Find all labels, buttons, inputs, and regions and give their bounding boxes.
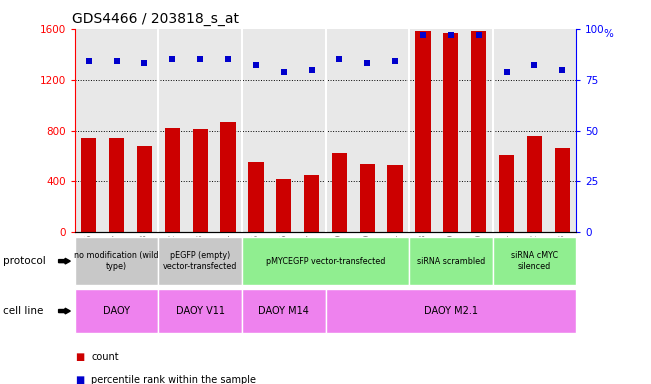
Point [529, 62, 540, 68]
Bar [555, 148, 570, 232]
Bar [409, 237, 493, 285]
Point [501, 68, 512, 74]
Text: cell line: cell line [3, 306, 44, 316]
Point [195, 56, 206, 62]
Bar [221, 122, 236, 232]
Bar [387, 165, 403, 232]
Bar [499, 155, 514, 232]
Bar [332, 154, 347, 232]
Bar [158, 237, 242, 285]
Bar [137, 146, 152, 232]
Bar [81, 138, 96, 232]
Point [223, 56, 233, 62]
Text: count: count [91, 352, 118, 362]
Point [111, 58, 122, 65]
Bar [242, 289, 326, 333]
Point [307, 66, 317, 73]
Bar [248, 162, 264, 232]
Point [139, 60, 150, 66]
Text: %: % [603, 29, 614, 39]
Text: DAOY V11: DAOY V11 [176, 306, 225, 316]
Bar [471, 31, 486, 232]
Bar [158, 289, 242, 333]
Point [557, 66, 568, 73]
Bar [359, 164, 375, 232]
Bar [75, 289, 158, 333]
Text: DAOY: DAOY [103, 306, 130, 316]
Text: siRNA cMYC
silenced: siRNA cMYC silenced [511, 251, 558, 271]
Point [334, 56, 344, 62]
Point [167, 56, 178, 62]
Text: ■: ■ [75, 375, 84, 384]
Text: protocol: protocol [3, 256, 46, 266]
Bar [165, 128, 180, 232]
Point [418, 32, 428, 38]
Bar [415, 31, 430, 232]
Bar [326, 289, 576, 333]
Text: DAOY M14: DAOY M14 [258, 306, 309, 316]
Text: pMYCEGFP vector-transfected: pMYCEGFP vector-transfected [266, 257, 385, 266]
Point [362, 60, 372, 66]
Text: ■: ■ [75, 352, 84, 362]
Text: siRNA scrambled: siRNA scrambled [417, 257, 485, 266]
Point [445, 32, 456, 38]
Point [279, 68, 289, 74]
Bar [527, 136, 542, 232]
Text: no modification (wild
type): no modification (wild type) [74, 251, 159, 271]
Bar [75, 237, 158, 285]
Bar [193, 129, 208, 232]
Text: pEGFP (empty)
vector-transfected: pEGFP (empty) vector-transfected [163, 251, 238, 271]
Bar [276, 179, 292, 232]
Text: DAOY M2.1: DAOY M2.1 [424, 306, 478, 316]
Text: percentile rank within the sample: percentile rank within the sample [91, 375, 256, 384]
Point [473, 32, 484, 38]
Bar [493, 237, 576, 285]
Text: GDS4466 / 203818_s_at: GDS4466 / 203818_s_at [72, 12, 240, 26]
Point [83, 58, 94, 65]
Bar [304, 175, 319, 232]
Bar [109, 138, 124, 232]
Point [390, 58, 400, 65]
Bar [443, 33, 458, 232]
Bar [242, 237, 409, 285]
Point [251, 62, 261, 68]
